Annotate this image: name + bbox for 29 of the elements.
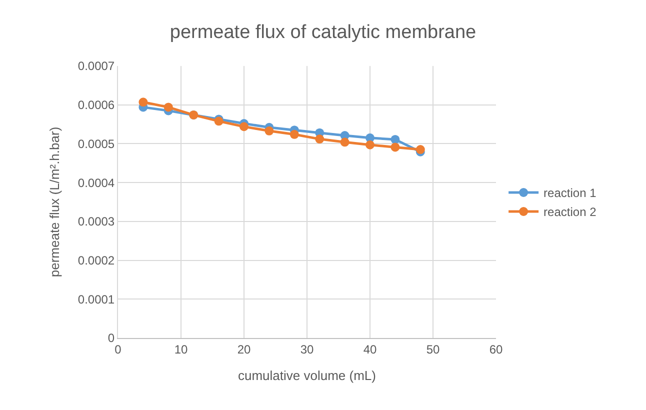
- y-tick-label: 0.0007: [78, 59, 115, 74]
- y-tick-label: 0.0003: [78, 214, 115, 229]
- legend-label: reaction 1: [544, 186, 597, 200]
- y-tick-label: 0: [108, 331, 115, 346]
- point: [315, 134, 324, 144]
- x-tick-label: 40: [363, 342, 377, 356]
- y-tick-label: 0.0001: [78, 292, 115, 306]
- x-axis-title: cumulative volume (mL): [238, 368, 376, 383]
- point: [290, 130, 299, 139]
- x-tick-label: 20: [237, 342, 251, 356]
- y-axis-title: permeate flux (L/m².h.bar): [46, 126, 62, 278]
- x-tick-label: 10: [174, 342, 188, 356]
- point: [366, 140, 374, 150]
- point: [138, 98, 148, 107]
- y-tick-label: 0.0006: [78, 98, 115, 112]
- point: [264, 126, 274, 136]
- y-tick-label: 0.0004: [78, 176, 115, 190]
- y-tick-label: 0.0002: [78, 253, 115, 268]
- point: [390, 134, 400, 144]
- legend-label: reaction 2: [544, 205, 597, 220]
- x-tick-label: 50: [426, 342, 440, 356]
- y-tick-label: 0.0005: [78, 136, 115, 151]
- point: [240, 122, 248, 132]
- point: [340, 138, 350, 147]
- point: [164, 102, 173, 112]
- point: [390, 142, 400, 152]
- x-tick-label: 30: [300, 342, 314, 356]
- chart-title: permeate flux of catalytic membrane: [170, 22, 476, 43]
- x-tick-label: 60: [489, 342, 503, 356]
